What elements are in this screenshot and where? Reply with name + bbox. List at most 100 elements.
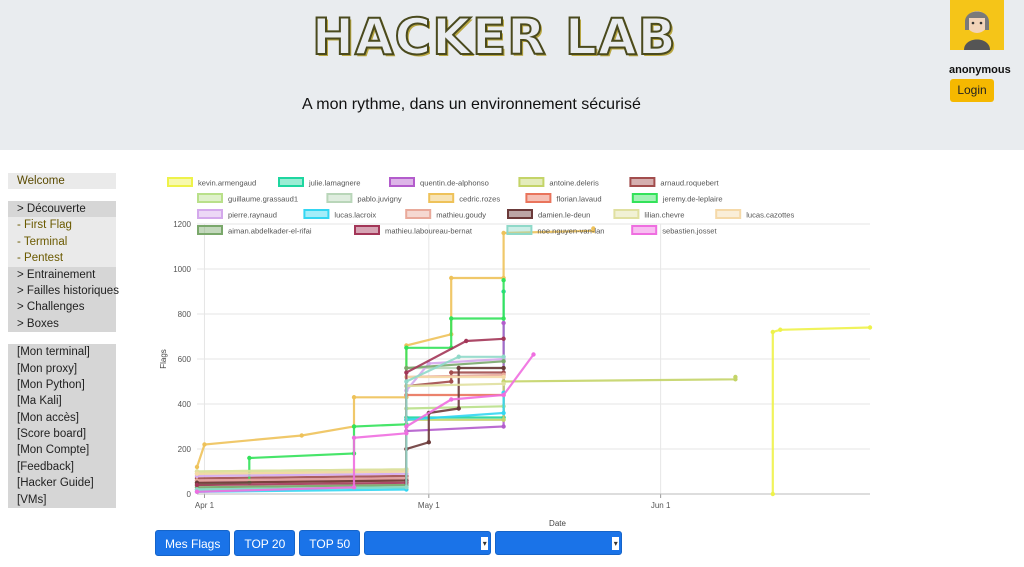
legend-swatch	[506, 225, 533, 235]
hacker-lab-logo[interactable]: HACKER LAB	[311, 7, 677, 67]
sidebar-item[interactable]: [Mon proxy]	[8, 360, 116, 377]
legend-swatch	[278, 177, 304, 187]
series-point	[404, 379, 409, 384]
top50-button[interactable]: TOP 50	[299, 530, 361, 556]
series-line	[195, 228, 595, 468]
series-point	[501, 381, 506, 386]
series-point	[770, 491, 775, 497]
sidebar-item[interactable]: > Entrainement	[8, 266, 116, 283]
x-tick-label: Jun 1	[651, 501, 671, 510]
series-point	[733, 374, 738, 380]
legend-label: aiman.abdelkader-el-rifai	[228, 227, 312, 236]
sidebar-item-welcome[interactable]: Welcome	[8, 173, 116, 189]
y-tick-label: 0	[187, 490, 192, 499]
series-point	[501, 278, 506, 283]
sidebar-item[interactable]: [Mon Python]	[8, 376, 116, 394]
legend-swatch	[631, 225, 658, 235]
username-label: anonymous	[949, 64, 1011, 76]
series-point	[501, 354, 506, 359]
flags-line-chart: 0 200 400 600 800 1000 1200 Apr 1 May 1 Jun 1 Date…	[159, 177, 873, 528]
chevron-down-icon: ▾	[612, 537, 620, 550]
series-point	[202, 442, 207, 447]
x-tick-label: May 1	[418, 501, 440, 510]
sidebar-item[interactable]: - First Flag	[8, 217, 116, 234]
legend-label: cedric.rozes	[459, 195, 500, 204]
y-tick-label: 1200	[173, 220, 191, 229]
login-button[interactable]: Login	[950, 79, 994, 102]
page-subtitle: A mon rythme, dans un environnement sécu…	[302, 96, 641, 113]
legend-swatch	[613, 209, 640, 219]
player-select-2[interactable]: ▾	[495, 531, 623, 555]
series-point	[247, 455, 252, 461]
chevron-down-icon: ▾	[481, 537, 489, 550]
legend-label: pierre.raynaud	[228, 211, 277, 220]
legend-swatch	[197, 193, 223, 203]
x-axis-label: Date	[549, 519, 566, 528]
legend-swatch	[197, 209, 223, 219]
sidebar-item[interactable]: [Score board]	[8, 426, 116, 443]
legend-swatch	[354, 225, 380, 235]
series-point	[501, 417, 506, 422]
legend-label: florian.lavaud	[556, 195, 601, 204]
series-point	[404, 370, 409, 375]
sidebar-item[interactable]: > Découverte	[8, 201, 116, 218]
series-point	[501, 365, 506, 371]
legend-swatch	[389, 177, 415, 187]
avatar-icon[interactable]	[950, 0, 1004, 50]
series-point	[404, 345, 409, 350]
sidebar-item[interactable]: > Boxes	[8, 315, 116, 333]
series-point	[770, 329, 775, 335]
series-point	[449, 379, 454, 384]
legend-swatch	[326, 193, 353, 203]
series-point	[449, 275, 454, 281]
series-point	[351, 424, 357, 429]
sidebar-item[interactable]: - Terminal	[8, 233, 116, 251]
sidebar-item[interactable]: [Ma Kali]	[8, 393, 116, 410]
sidebar-item[interactable]: [Mon Compte]	[8, 442, 116, 459]
legend-swatch	[715, 209, 742, 219]
legend-swatch	[631, 193, 658, 203]
legend-label: mathieu.laboureau-bernat	[385, 227, 473, 236]
series-point	[351, 435, 357, 440]
y-tick-label: 800	[178, 310, 192, 319]
series-point	[449, 316, 454, 321]
legend-label: lilian.chevre	[644, 211, 684, 220]
sidebar-item[interactable]: - Pentest	[8, 250, 116, 267]
sidebar-item[interactable]: > Challenges	[8, 299, 116, 316]
series-point	[591, 226, 596, 231]
series-point	[194, 489, 200, 494]
series-point	[351, 485, 357, 490]
header: HACKER LAB A mon rythme, dans un environ…	[0, 0, 1024, 150]
series-point	[426, 440, 432, 445]
series-point	[456, 406, 461, 411]
player-select-1[interactable]: ▾	[364, 531, 492, 555]
sidebar-item[interactable]: [Hacker Guide]	[8, 475, 116, 492]
series-point	[501, 410, 506, 416]
series-point	[404, 485, 409, 490]
series-line	[771, 326, 871, 494]
legend-label: arnaud.roquebert	[660, 179, 719, 188]
series-line	[196, 353, 535, 493]
legend-label: antoine.deleris	[549, 179, 599, 188]
legend-swatch	[303, 209, 330, 219]
sidebar-section-tools: [Mon terminal] [Mon proxy] [Mon Python] [Ma…	[8, 344, 116, 509]
series-line	[196, 377, 737, 475]
sidebar-item[interactable]: [Feedback]	[8, 458, 116, 476]
legend-label: julie.lamagnere	[308, 179, 361, 188]
legend-label: sebastien.josset	[662, 227, 717, 236]
sidebar-item[interactable]: [VMs]	[8, 491, 116, 509]
sidebar-item[interactable]: [Mon terminal]	[8, 344, 116, 361]
series-point	[501, 359, 506, 364]
series-point	[501, 392, 506, 398]
sidebar-item[interactable]: [Mon accès]	[8, 409, 116, 427]
sidebar-item[interactable]: > Failles historiques	[8, 282, 119, 300]
legend-label: lucas.cazottes	[746, 211, 794, 220]
mes-flags-button[interactable]: Mes Flags	[155, 530, 231, 556]
top20-button[interactable]: TOP 20	[234, 530, 296, 556]
legend-swatch	[507, 209, 533, 219]
series-point	[449, 370, 454, 375]
legend-label: jeremy.de-leplaire	[662, 195, 723, 204]
y-tick-label: 200	[178, 445, 192, 454]
legend-label: guillaume.grassaud1	[228, 195, 298, 204]
series-point	[464, 338, 469, 344]
